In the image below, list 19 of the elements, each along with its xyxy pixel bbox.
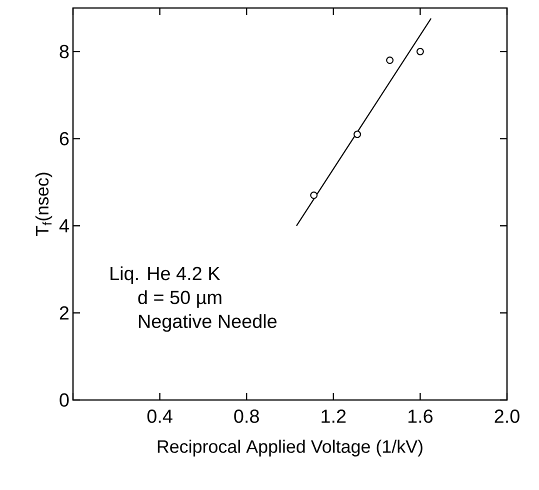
annotation: Negative Needle bbox=[139, 314, 277, 332]
x-tick-label: 1.2 bbox=[322, 410, 346, 423]
y-tick-label: 4 bbox=[59, 219, 69, 232]
y-tick-label: 2 bbox=[60, 306, 69, 320]
point bbox=[310, 192, 318, 200]
y-axis-title: T$_{f}$(nsec) bbox=[35, 172, 52, 236]
point bbox=[354, 130, 362, 138]
point bbox=[416, 48, 424, 56]
annotation: Liq. He 4.2 K bbox=[110, 266, 220, 284]
x-tick-label: 0.4 bbox=[147, 410, 172, 423]
annotation: d = 50 µm bbox=[138, 290, 222, 308]
x-axis-title: Reciprocal Applied Voltage (1/kV) bbox=[158, 440, 422, 456]
y-tick-label: 6 bbox=[60, 132, 69, 146]
x-tick-label: 1.6 bbox=[408, 410, 433, 423]
x-tick-label: 2.0 bbox=[494, 410, 520, 423]
y-tick-label: 0 bbox=[60, 393, 69, 407]
x-tick-label: 0.8 bbox=[234, 410, 259, 423]
y-tick-label: 8 bbox=[60, 44, 69, 58]
point bbox=[386, 56, 394, 64]
